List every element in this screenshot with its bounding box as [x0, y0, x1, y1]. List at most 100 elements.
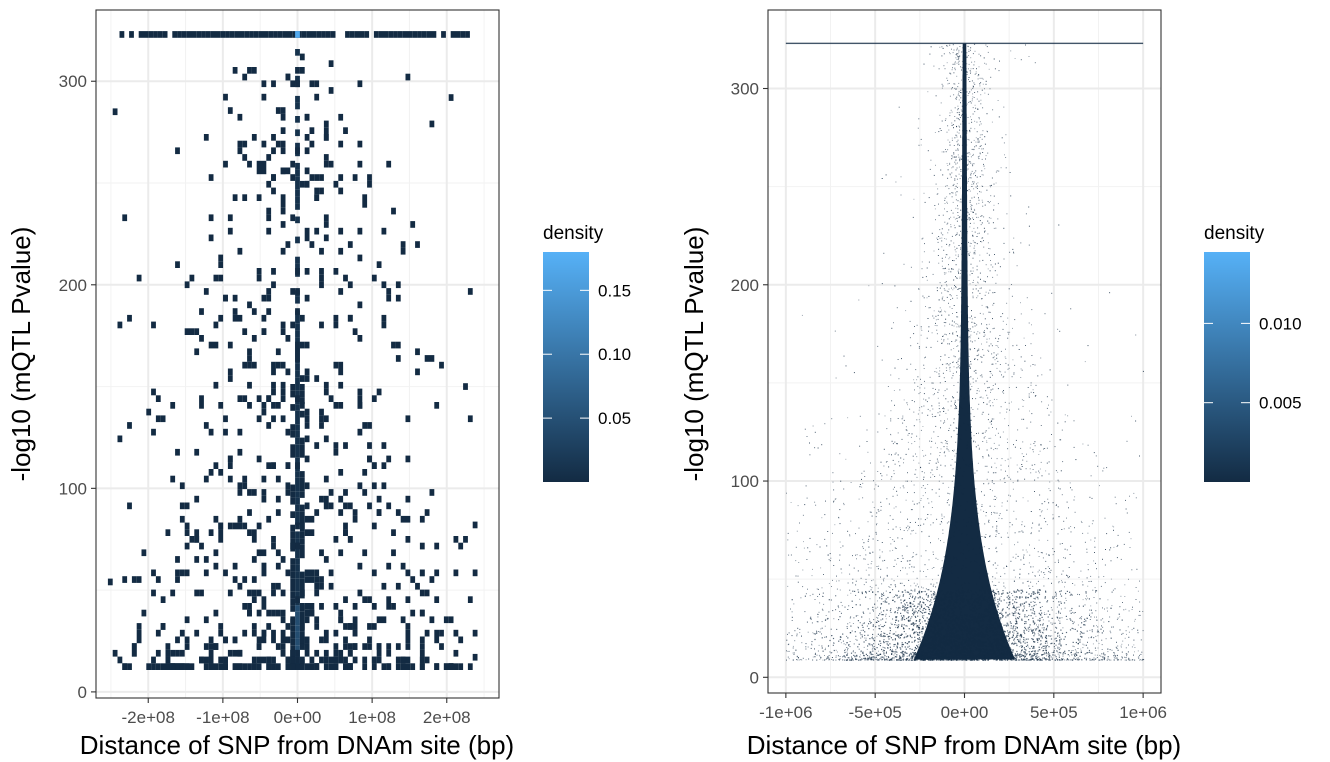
density-cell — [880, 635, 881, 637]
density-cell — [1010, 647, 1011, 649]
density-cell — [271, 174, 276, 181]
density-cell — [194, 529, 200, 536]
density-cell — [1008, 640, 1010, 642]
density-cell — [1049, 658, 1051, 660]
density-cell — [295, 542, 300, 550]
density-cell — [937, 558, 939, 560]
density-cell — [898, 106, 900, 108]
density-cell — [993, 352, 995, 354]
density-cell — [956, 49, 958, 51]
density-cell — [946, 522, 948, 524]
density-cell — [203, 288, 209, 295]
density-cell — [448, 663, 454, 670]
density-cell — [977, 139, 979, 141]
density-cell — [338, 174, 344, 181]
density-cell — [809, 551, 811, 553]
density-cell — [961, 278, 963, 280]
density-cell — [983, 227, 985, 229]
density-cell — [983, 335, 985, 337]
density-cell — [962, 47, 964, 49]
density-cell — [948, 633, 950, 635]
density-cell — [1023, 337, 1025, 339]
density-cell — [991, 184, 992, 186]
density-cell — [965, 139, 966, 141]
density-cell — [1026, 297, 1028, 299]
density-cell — [304, 569, 310, 577]
density-cell — [314, 663, 320, 670]
density-cell — [936, 619, 938, 621]
density-cell — [965, 655, 967, 657]
density-cell — [986, 442, 988, 443]
density-cell — [970, 206, 972, 207]
density-cell — [969, 466, 971, 468]
density-cell — [1080, 570, 1082, 572]
density-cell — [967, 46, 969, 48]
density-cell — [295, 216, 300, 224]
density-cell — [295, 538, 300, 545]
density-cell — [958, 413, 960, 415]
density-cell — [927, 619, 929, 621]
density-cell — [988, 626, 990, 628]
density-cell — [954, 69, 956, 71]
density-cell — [949, 95, 951, 97]
density-cell — [963, 656, 965, 658]
density-cell — [838, 619, 840, 621]
density-cell — [931, 567, 933, 569]
density-cell — [1133, 639, 1135, 641]
density-cell — [953, 305, 955, 306]
density-cell — [803, 657, 804, 659]
density-cell — [963, 397, 965, 399]
density-cell — [819, 602, 821, 604]
density-cell — [985, 656, 987, 658]
density-cell — [1053, 551, 1055, 553]
density-cell — [787, 650, 789, 652]
density-cell — [946, 448, 948, 450]
density-cell — [960, 311, 962, 313]
density-cell — [261, 629, 267, 637]
density-cell — [179, 663, 185, 670]
density-cell — [290, 616, 296, 624]
density-cell — [970, 207, 972, 209]
density-cell — [304, 455, 310, 463]
density-cell — [247, 381, 252, 389]
density-cell — [937, 314, 939, 316]
density-cell — [954, 161, 956, 163]
density-cell — [988, 338, 990, 340]
density-cell — [343, 522, 348, 530]
density-cell — [930, 583, 932, 585]
density-cell — [295, 605, 300, 612]
density-cell — [237, 663, 243, 670]
density-cell — [864, 659, 866, 661]
density-cell — [828, 559, 830, 561]
density-cell — [937, 460, 939, 462]
density-cell — [940, 233, 942, 235]
density-cell — [1073, 499, 1075, 501]
density-cell — [994, 505, 996, 507]
density-cell — [956, 136, 958, 138]
density-cell — [1134, 651, 1135, 653]
density-cell — [969, 245, 971, 247]
density-cell — [811, 641, 813, 643]
density-cell — [994, 635, 996, 637]
density-cell — [976, 185, 978, 187]
density-cell — [232, 308, 238, 315]
density-cell — [1104, 608, 1105, 610]
density-cell — [362, 489, 368, 496]
density-cell — [247, 663, 252, 670]
density-cell — [889, 649, 891, 651]
density-cell — [975, 107, 977, 109]
density-cell — [112, 108, 118, 116]
density-cell — [970, 340, 972, 342]
density-cell — [864, 558, 866, 560]
density-cell — [992, 292, 994, 294]
density-cell — [913, 459, 915, 461]
density-cell — [1000, 316, 1002, 318]
density-cell — [1074, 612, 1076, 613]
density-cell — [956, 297, 958, 299]
density-cell — [256, 522, 262, 530]
density-cell — [472, 569, 478, 577]
density-cell — [247, 361, 252, 369]
density-cell — [954, 583, 956, 585]
density-cell — [916, 606, 918, 608]
